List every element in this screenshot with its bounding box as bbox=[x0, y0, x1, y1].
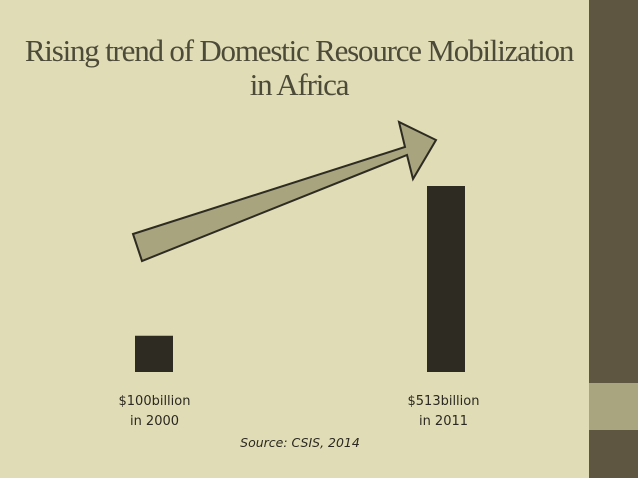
slide-title: Rising trend of Domestic Resource Mobili… bbox=[10, 34, 588, 102]
bar-label-2011: $513billion in 2011 bbox=[386, 392, 501, 432]
bar-2011 bbox=[427, 186, 465, 372]
trend-arrow bbox=[131, 120, 438, 263]
bar-label-2000-year: in 2000 bbox=[129, 414, 180, 429]
side-band-middle bbox=[589, 383, 638, 430]
bar-2000 bbox=[135, 335, 173, 372]
bar-label-2000-value: $100billion bbox=[118, 394, 191, 409]
slide-title-line-2: in Africa bbox=[249, 67, 350, 102]
bar-label-2000: $100billion in 2000 bbox=[97, 392, 212, 432]
side-band-bottom bbox=[589, 430, 638, 478]
slide-title-line-1: Rising trend of Domestic Resource Mobili… bbox=[24, 33, 575, 68]
side-band-top bbox=[589, 0, 638, 383]
bar-label-2011-value: $513billion bbox=[407, 394, 480, 409]
bar-label-2011-year: in 2011 bbox=[418, 414, 469, 429]
source-note: Source: CSIS, 2014 bbox=[240, 435, 360, 450]
